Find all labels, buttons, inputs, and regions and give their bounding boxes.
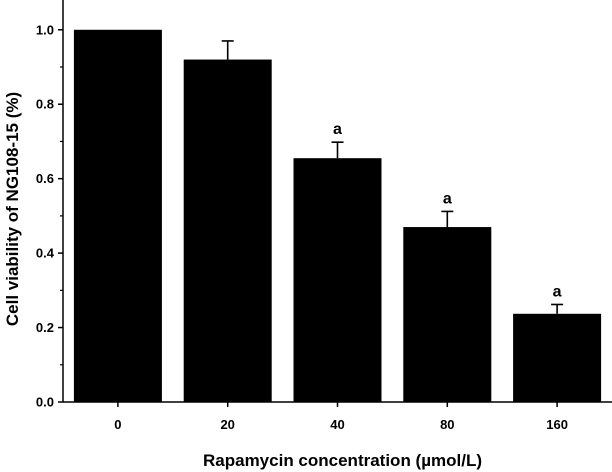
x-axis-title: Rapamycin concentration (µmol/L) (203, 451, 482, 470)
bar-0 (73, 29, 162, 403)
x-tick-label-0: 0 (114, 417, 121, 432)
y-tick-label: 1.0 (36, 22, 54, 37)
y-tick-label: 0.4 (36, 246, 55, 261)
significance-label-80: a (443, 190, 452, 207)
y-tick-label: 0.6 (36, 171, 54, 186)
x-tick-label-20: 20 (220, 417, 234, 432)
x-tick-label-80: 80 (440, 417, 454, 432)
x-tick-label-160: 160 (546, 417, 568, 432)
y-tick-label: 0.8 (36, 97, 54, 112)
bar-20 (183, 59, 272, 403)
plot-area: a a a 0.0 0.2 0.4 0.6 0.8 1.0 0 20 40 80 160 (36, 0, 612, 432)
y-tick-label: 0.0 (36, 395, 54, 410)
y-tick-label: 0.2 (36, 320, 54, 335)
x-tick-label-40: 40 (330, 417, 344, 432)
bar-40 (293, 158, 382, 402)
y-axis-title: Cell viability of NG108-15 (%) (3, 92, 22, 326)
significance-label-160: a (553, 283, 562, 300)
bar-80 (403, 227, 492, 402)
bar-160 (513, 313, 602, 402)
significance-label-40: a (333, 121, 342, 138)
